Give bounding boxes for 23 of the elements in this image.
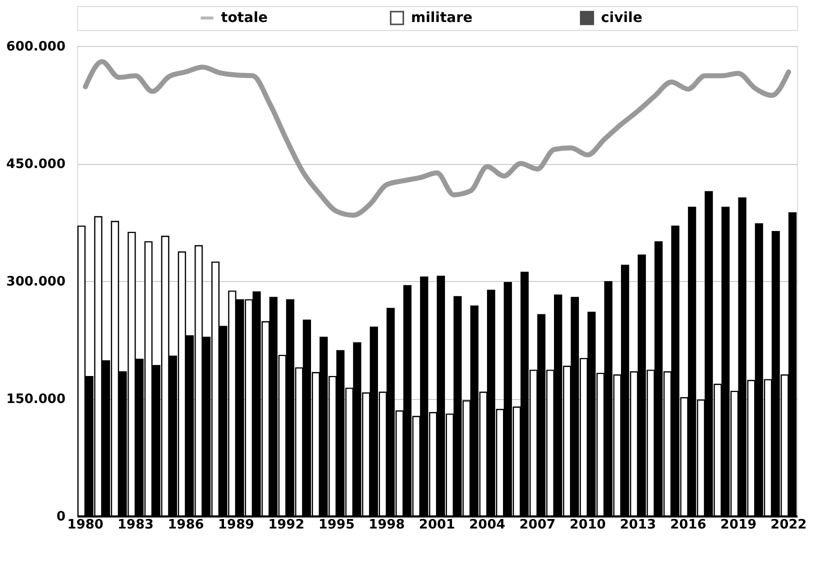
legend-label: civile [601,10,642,26]
x-tick-label: 1995 [318,518,355,532]
x-tick-label: 2010 [570,518,606,532]
x-tick-label: 1986 [168,518,204,532]
x-tick-label: 1989 [218,518,254,532]
x-tick-label: 2019 [720,518,756,532]
y-tick-label: 600.000 [6,40,66,54]
x-tick-label: 2004 [469,518,506,532]
x-tick-label: 1998 [368,518,405,532]
x-tick-label: 2013 [620,518,656,532]
legend-label: militare [411,10,473,26]
x-tick-label: 1992 [268,518,304,532]
y-tick-label: 0 [56,510,66,524]
y-tick-label: 300.000 [6,274,66,290]
legend-label: totale [221,10,268,26]
x-tick-label: 2016 [670,518,706,532]
y-tick-label: 450.000 [6,157,66,172]
x-tick-label: 1983 [118,518,154,532]
x-tick-label: 2022 [770,518,807,532]
x-tick-label: 1980 [67,518,104,532]
x-tick-label: 2007 [519,518,556,532]
y-tick-label: 150.000 [6,392,66,407]
x-tick-label: 2001 [418,518,456,532]
